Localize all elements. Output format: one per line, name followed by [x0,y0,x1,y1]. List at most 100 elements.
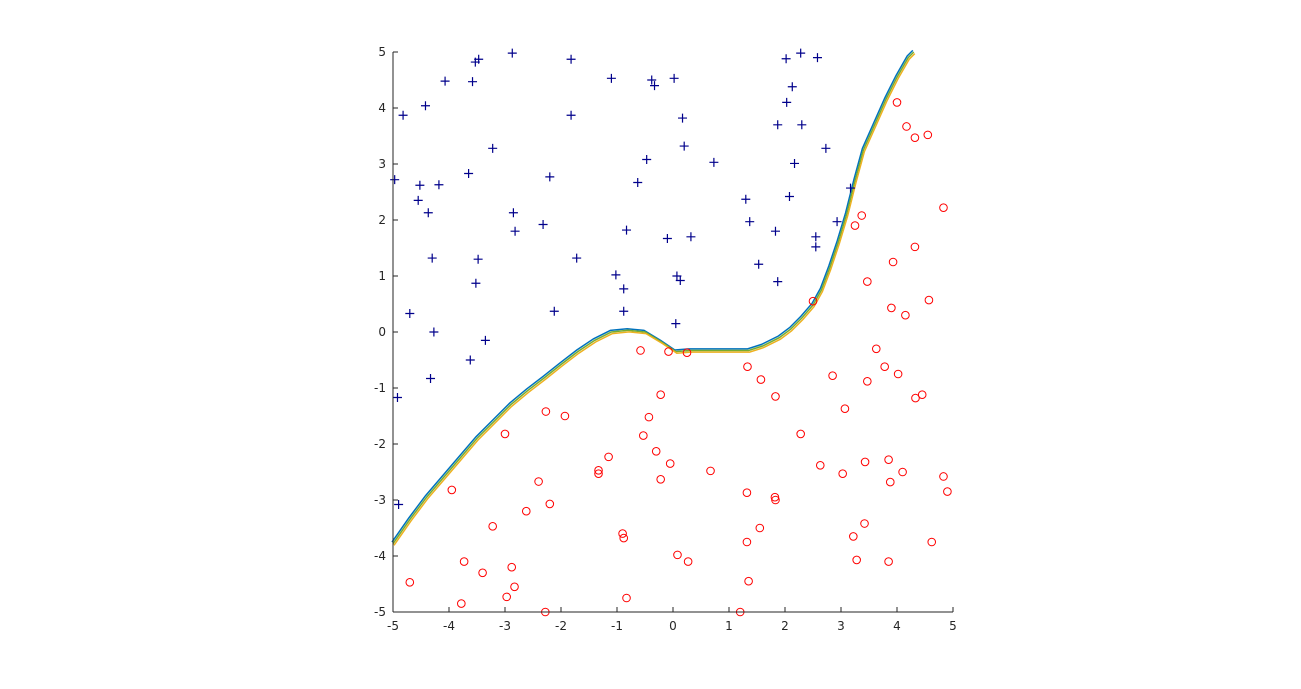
plus-marker [796,48,806,58]
plus-marker [679,141,689,151]
plus-marker [420,101,430,111]
plus-marker [633,177,643,187]
plus-marker [784,191,794,201]
circle-marker [664,347,673,356]
plus-marker [405,309,415,319]
circle-marker [910,133,920,142]
circle-marker [796,429,805,439]
plus-marker [427,253,437,263]
x-tick-label: -4 [443,619,455,633]
circle-marker [880,362,889,372]
plus-marker [619,284,629,294]
plus-marker [488,143,498,153]
circle-marker [898,467,907,477]
circle-marker [927,537,937,547]
plus-marker [413,195,423,205]
y-tick-label: 1 [378,269,386,283]
plus-marker [846,183,856,193]
plus-marker [510,226,520,236]
circle-marker [943,487,952,496]
circle-marker [863,376,872,386]
circle-marker [911,393,920,403]
circle-marker [887,303,896,313]
plus-marker [671,319,681,329]
plus-marker [787,82,797,92]
circle-marker [541,407,551,416]
plus-marker [464,169,474,179]
circle-marker [560,411,570,421]
circle-marker [594,469,603,478]
y-tick-label: -3 [374,493,386,507]
circle-marker [405,578,415,587]
plus-marker [390,175,400,185]
x-tick-label: 3 [837,619,845,633]
plus-marker [812,53,822,63]
plus-marker [741,194,751,204]
plus-marker [647,75,657,85]
circle-marker [742,537,752,547]
circle-marker [828,371,837,380]
plus-marker [508,208,518,218]
plus-marker [790,158,800,168]
circle-marker [488,522,497,531]
x-tick-label: 0 [669,619,677,633]
circle-marker [594,466,603,475]
plus-marker [423,208,433,218]
plus-marker [821,143,831,153]
circle-marker [924,295,934,305]
circle-marker [744,576,753,586]
plus-marker [471,278,481,288]
plus-marker [811,242,821,252]
circle-marker [673,550,682,560]
plus-marker [662,233,672,243]
circle-marker [840,404,850,414]
y-axis-ticks: -5 -4 -3 -2 -1 0 1 2 3 4 5 [374,45,398,619]
circle-marker [850,221,860,230]
plus-marker [811,232,821,242]
circle-marker [902,122,911,131]
circle-marker [852,555,861,565]
circle-marker [457,599,466,608]
x-tick-label: 1 [725,619,733,633]
circle-marker [502,592,511,602]
x-tick-label: 2 [781,619,789,633]
y-tick-label: 3 [378,157,386,171]
circle-marker [644,412,654,422]
plus-marker [572,253,582,263]
circle-marker [507,562,517,572]
plus-marker [545,172,555,182]
plus-marker [426,373,436,383]
y-tick-label: 4 [378,101,386,115]
circle-marker [755,523,765,533]
plus-marker [566,54,576,64]
axes: -5 -4 -3 -2 -1 0 1 2 3 4 5 -5 -4 -3 -2 -1 0 1 2 3 4 5 [374,45,957,633]
plus-marker [669,73,679,83]
y-tick-label: 0 [378,325,386,339]
y-tick-label: -4 [374,549,386,563]
circle-marker [885,477,895,487]
plus-marker [465,355,475,365]
plus-marker [468,77,478,87]
circle-marker [656,474,665,484]
plus-marker [507,48,517,58]
circle-marker [871,344,881,354]
y-tick-label: -2 [374,437,386,451]
circle-marker [917,390,927,400]
circle-marker [618,529,627,538]
plus-marker [440,76,450,86]
circle-marker [459,557,469,566]
plus-marker [429,327,439,337]
plus-marker [549,306,559,316]
circle-marker [771,495,780,505]
circle-marker [447,485,457,495]
circle-marker [521,506,531,516]
plus-marker [797,120,807,130]
plus-marker [398,110,408,120]
plus-marker [675,275,685,285]
circle-marker [815,460,825,470]
circle-marker [863,277,872,286]
plus-marker [474,54,484,64]
circle-marker [771,392,780,401]
